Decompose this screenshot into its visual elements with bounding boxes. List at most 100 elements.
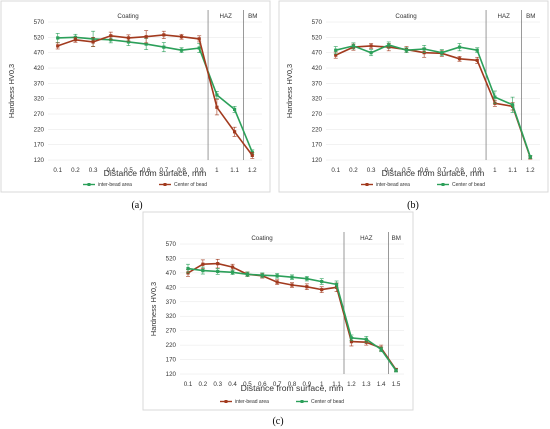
data-point <box>215 105 219 109</box>
panel-c-plot: 120 170 220 270 320 370 420 470 520 570 0.1 0.2 0.3 0… <box>149 232 404 405</box>
data-point <box>305 285 309 289</box>
zone-label-haz: HAZ <box>360 235 373 242</box>
panel-caption: (b) <box>407 200 419 211</box>
zone-label-bm: BM <box>392 235 401 242</box>
legend-marker <box>300 400 304 403</box>
data-point <box>260 273 264 277</box>
x-tick-label: 1.3 <box>362 381 371 388</box>
y-axis-label: Hardness HV0,3 <box>149 282 158 336</box>
panel-c-frame <box>142 211 414 411</box>
y-tick-label: 120 <box>166 371 177 378</box>
data-point <box>91 40 95 44</box>
data-point <box>230 265 235 269</box>
data-point <box>457 45 462 49</box>
data-point <box>179 48 184 52</box>
data-point <box>230 270 235 274</box>
data-point <box>275 280 279 284</box>
data-point <box>144 35 148 39</box>
y-axis-label: Hardness HV0,3 <box>285 64 294 118</box>
y-tick-label: 220 <box>166 342 177 349</box>
panel-caption: (a) <box>131 200 142 211</box>
data-point <box>320 279 324 284</box>
data-point <box>232 130 237 134</box>
y-tick-label: 420 <box>312 65 323 72</box>
x-tick-label: 1.1 <box>230 167 239 174</box>
data-point <box>457 57 462 61</box>
data-point <box>109 34 113 38</box>
data-point <box>215 93 219 97</box>
data-point <box>364 337 368 341</box>
y-tick-label: 570 <box>166 241 177 248</box>
data-point <box>369 44 373 48</box>
series-line <box>57 36 254 153</box>
series-center-of-bead <box>333 41 533 159</box>
zone-label-coating: Coating <box>117 13 139 20</box>
data-point <box>475 48 479 52</box>
legend-marker <box>87 183 91 186</box>
series-line <box>335 44 532 158</box>
x-tick-label: 0.4 <box>384 167 393 174</box>
legend-marker <box>163 183 167 186</box>
data-point <box>305 277 309 281</box>
panel-c: 120 170 220 270 320 370 420 470 520 570 0.1 0.2 0.3 0… <box>142 211 414 411</box>
legend: inter-bead area Center of bead <box>83 182 207 188</box>
data-point <box>404 48 409 52</box>
legend-marker <box>441 183 445 186</box>
data-point <box>73 38 78 42</box>
series-center-of-bead <box>55 30 255 159</box>
data-point <box>290 283 294 287</box>
y-tick-label: 170 <box>34 142 45 149</box>
data-point <box>351 44 356 48</box>
x-tick-label: 0.7 <box>273 381 282 388</box>
y-tick-label: 320 <box>166 313 177 320</box>
panel-a: 120 170 220 270 320 370 420 470 520 570 0.1 0.2 0.3 0… <box>0 0 271 193</box>
data-point <box>232 107 237 111</box>
data-point <box>216 262 220 266</box>
legend-marker <box>224 400 228 403</box>
x-tick-label: 0.9 <box>473 167 482 174</box>
data-point <box>250 153 254 157</box>
x-tick-label: 0.7 <box>438 167 447 174</box>
data-point <box>56 44 60 48</box>
y-tick-label: 520 <box>34 34 45 41</box>
data-point <box>475 58 479 62</box>
panel-caption: (c) <box>272 416 283 427</box>
x-tick-label: 0.5 <box>243 381 252 388</box>
data-point <box>387 43 391 47</box>
data-point <box>440 51 444 55</box>
x-tick-label: 1.2 <box>526 167 535 174</box>
y-tick-label: 270 <box>312 111 323 118</box>
x-tick-label: 0.3 <box>367 167 376 174</box>
data-point <box>290 275 294 279</box>
y-tick-label: 120 <box>312 157 323 164</box>
series-center-of-bead <box>186 263 398 373</box>
x-tick-label: 0.1 <box>331 167 340 174</box>
x-tick-label: 0.8 <box>455 167 464 174</box>
y-tick-label: 170 <box>166 357 177 364</box>
data-point <box>334 48 338 52</box>
data-point <box>162 45 166 49</box>
zone-label-haz: HAZ <box>498 13 511 20</box>
x-tick-label: 0.9 <box>303 381 312 388</box>
x-tick-label: 1.2 <box>248 167 257 174</box>
data-point <box>245 272 250 276</box>
y-tick-label: 420 <box>34 65 45 72</box>
data-point <box>186 266 190 271</box>
data-point <box>369 51 373 55</box>
data-point <box>126 36 131 40</box>
x-tick-label: 0.6 <box>258 381 267 388</box>
data-point <box>144 42 148 46</box>
x-tick-label: 0.6 <box>142 167 151 174</box>
x-tick-label: 1.1 <box>332 381 341 388</box>
data-point <box>334 282 339 287</box>
x-tick-label: 0.8 <box>288 381 297 388</box>
y-tick-label: 570 <box>312 19 323 26</box>
y-tick-label: 520 <box>166 255 177 262</box>
y-tick-label: 170 <box>312 142 323 149</box>
zone-label-coating: Coating <box>395 13 417 20</box>
x-tick-label: 0.3 <box>213 381 222 388</box>
x-tick-label: 0.2 <box>349 167 358 174</box>
y-axis-label: Hardness HV0,3 <box>7 64 16 118</box>
legend-entry: inter-bead area <box>376 182 410 188</box>
series-line <box>335 45 532 158</box>
